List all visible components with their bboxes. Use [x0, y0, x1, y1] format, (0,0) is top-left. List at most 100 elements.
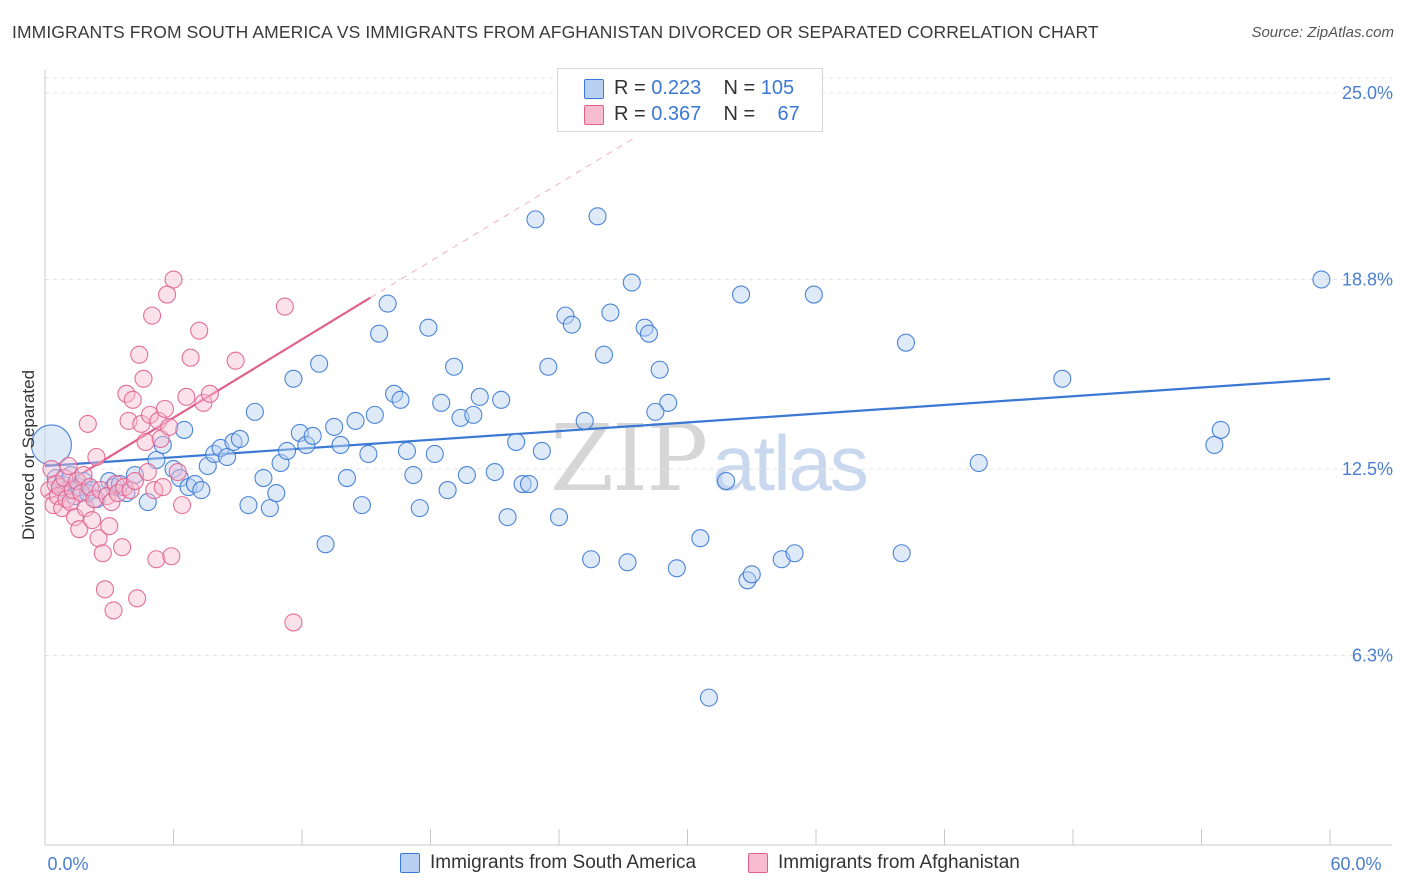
point-south-america: [316, 535, 335, 554]
point-afghanistan: [78, 414, 97, 433]
point-afghanistan: [70, 520, 89, 539]
point-afghanistan: [104, 601, 123, 620]
point-afghanistan: [190, 321, 209, 340]
point-south-america: [192, 481, 211, 500]
point-south-america: [331, 435, 350, 455]
chart-source: Source: ZipAtlas.com: [1251, 24, 1394, 41]
point-south-america: [370, 324, 389, 343]
point-south-america: [556, 306, 575, 325]
point-south-america: [239, 496, 258, 515]
point-south-america: [646, 402, 665, 421]
point-south-america: [526, 210, 545, 229]
point-south-america: [419, 318, 438, 337]
point-afghanistan: [59, 456, 78, 476]
point-south-america: [245, 402, 264, 421]
point-south-america: [892, 544, 911, 563]
point-afghanistan: [164, 270, 183, 289]
point-south-america: [277, 441, 297, 461]
point-south-america: [303, 426, 322, 445]
point-south-america: [716, 472, 736, 491]
legend-r-value: 0.223: [651, 77, 702, 99]
legend-swatch-pink: [584, 105, 604, 125]
trend-lines: [44, 137, 1331, 498]
point-south-america: [498, 508, 517, 527]
point-afghanistan: [89, 529, 108, 548]
point-afghanistan: [102, 493, 121, 512]
legend-text: R = 0.223 N = 105: [614, 77, 794, 100]
point-south-america: [310, 354, 329, 373]
watermark-atlas: atlas: [712, 419, 869, 507]
point-south-america: [470, 387, 489, 406]
x-tick-label: 0.0%: [47, 854, 88, 874]
point-south-america: [549, 508, 569, 527]
point-south-america: [378, 294, 397, 313]
legend-swatch-blue: [584, 79, 604, 99]
point-south-america: [594, 345, 614, 364]
point-south-america: [601, 303, 620, 322]
legend-n-label: N =: [723, 77, 756, 99]
point-south-america: [464, 405, 483, 424]
point-afghanistan: [80, 478, 100, 497]
point-afghanistan: [160, 417, 179, 436]
point-south-america: [492, 390, 511, 409]
legend-n-value: 105: [760, 77, 795, 99]
x-tick-label: 60.0%: [1330, 854, 1381, 874]
point-south-america: [254, 468, 273, 488]
trend-extension-afghanistan: [370, 137, 635, 299]
bottom-legend-label: Immigrants from South America: [430, 852, 697, 873]
point-south-america: [365, 405, 384, 424]
point-afghanistan: [121, 481, 140, 500]
point-south-america: [519, 475, 539, 494]
point-south-america: [622, 273, 641, 292]
gridlines: [45, 77, 1392, 657]
point-afghanistan: [128, 589, 147, 608]
point-afghanistan: [95, 580, 115, 599]
legend-n-value: 67: [777, 103, 800, 125]
point-south-america: [432, 393, 451, 412]
point-afghanistan: [200, 384, 219, 403]
point-south-america: [397, 441, 416, 461]
point-south-america: [425, 444, 444, 464]
point-afghanistan: [138, 462, 157, 482]
point-afghanistan: [173, 496, 192, 515]
y-tick-label: 25.0%: [1342, 83, 1393, 103]
bottom-legend-label: Immigrants from Afghanistan: [778, 852, 1020, 873]
point-south-america: [297, 435, 316, 455]
point-south-america: [391, 390, 410, 409]
point-afghanistan: [147, 550, 166, 569]
point-south-america: [260, 499, 279, 518]
point-south-america: [659, 393, 678, 412]
point-afghanistan: [130, 345, 149, 364]
point-south-america: [267, 484, 286, 503]
point-south-america: [667, 559, 686, 578]
point-south-america: [588, 207, 607, 226]
point-south-america: [618, 553, 637, 572]
point-south-america: [485, 462, 504, 482]
point-afghanistan: [158, 285, 177, 304]
point-south-america: [507, 432, 526, 451]
point-south-america: [562, 315, 581, 334]
legend-r-label: R =: [614, 103, 646, 125]
point-afghanistan: [83, 511, 102, 530]
data-points: [30, 207, 1331, 707]
point-south-america: [325, 417, 344, 436]
point-south-america: [896, 333, 916, 352]
axis-labels: 6.3% 12.5% 18.8% 25.0% 0.0% 60.0% Divorced or …: [19, 83, 1393, 874]
chart-title: IMMIGRANTS FROM SOUTH AMERICA VS IMMIGRA…: [12, 22, 1099, 42]
point-afghanistan: [134, 369, 153, 388]
legend-n-label: N =: [723, 103, 756, 125]
point-afghanistan: [194, 393, 213, 412]
point-afghanistan: [136, 432, 155, 451]
point-south-america: [30, 424, 72, 466]
point-south-america: [346, 411, 365, 430]
point-south-america: [445, 357, 464, 376]
point-south-america: [1211, 420, 1230, 439]
y-axis-title: Divorced or Separated: [19, 370, 38, 540]
point-south-america: [639, 324, 659, 343]
axes: [44, 70, 1392, 846]
point-afghanistan: [226, 351, 245, 370]
point-south-america: [359, 444, 378, 464]
point-afghanistan: [275, 297, 294, 316]
legend-r-value: 0.367: [651, 103, 702, 125]
